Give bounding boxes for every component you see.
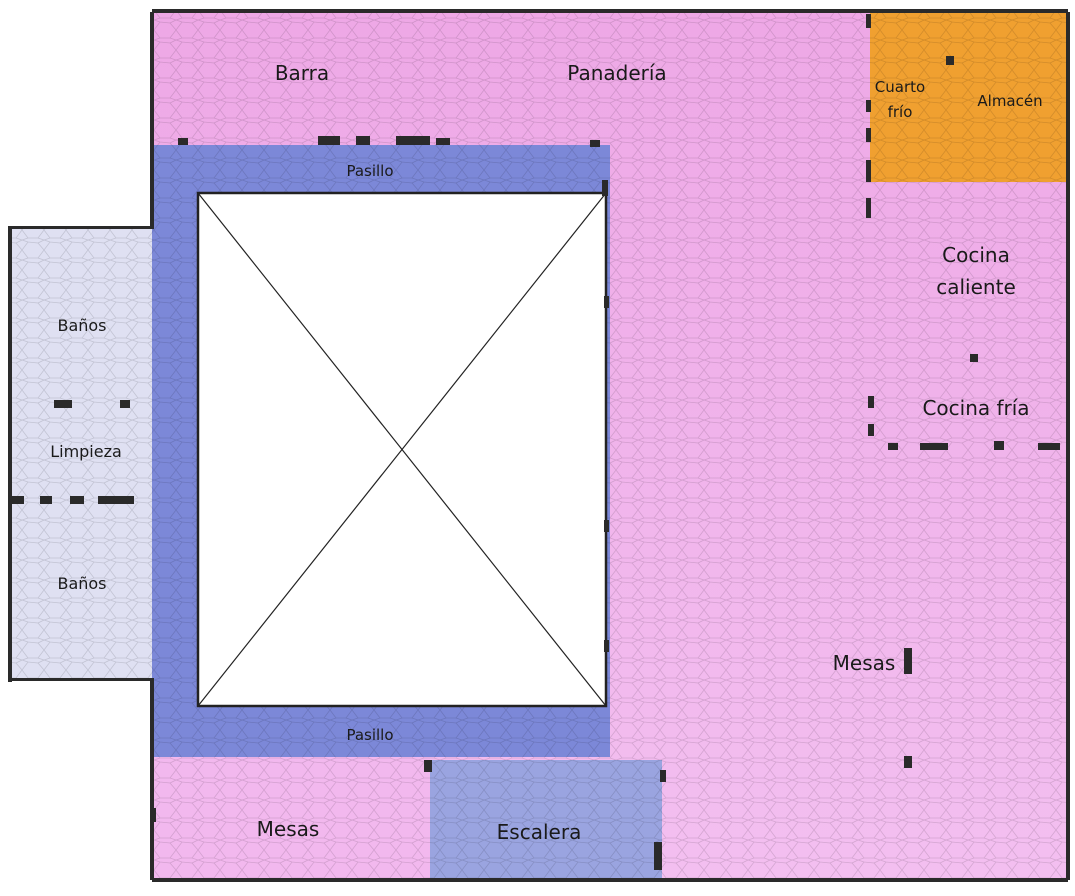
label-pasillo-top: Pasillo <box>346 162 393 180</box>
storage-orange-area <box>870 12 1068 182</box>
label-banos-bottom: Baños <box>57 574 106 593</box>
label-cocina-caliente-1: Cocina <box>942 243 1010 267</box>
label-almacen: Almacén <box>977 92 1042 110</box>
label-mesas-main: Mesas <box>833 651 896 675</box>
label-cocina-fria: Cocina fría <box>922 396 1029 420</box>
label-banos-top: Baños <box>57 316 106 335</box>
label-limpieza: Limpieza <box>50 442 122 461</box>
label-panaderia: Panadería <box>567 61 666 85</box>
label-cuarto-frio-1: Cuarto <box>875 78 925 96</box>
label-barra: Barra <box>275 61 329 85</box>
label-escalera: Escalera <box>497 820 582 844</box>
walls <box>8 9 1070 882</box>
mesas-bottom-area <box>152 757 430 880</box>
label-pasillo-bottom: Pasillo <box>346 726 393 744</box>
label-cocina-caliente-2: caliente <box>936 275 1016 299</box>
central-void <box>196 191 608 708</box>
label-mesas-bottom: Mesas <box>257 817 320 841</box>
label-cuarto-frio-2: frío <box>888 103 913 121</box>
room-labels: Barra Panadería Cuarto frío Almacén Coci… <box>50 61 1042 844</box>
stairs-area <box>430 760 662 880</box>
restroom-block <box>10 228 154 680</box>
